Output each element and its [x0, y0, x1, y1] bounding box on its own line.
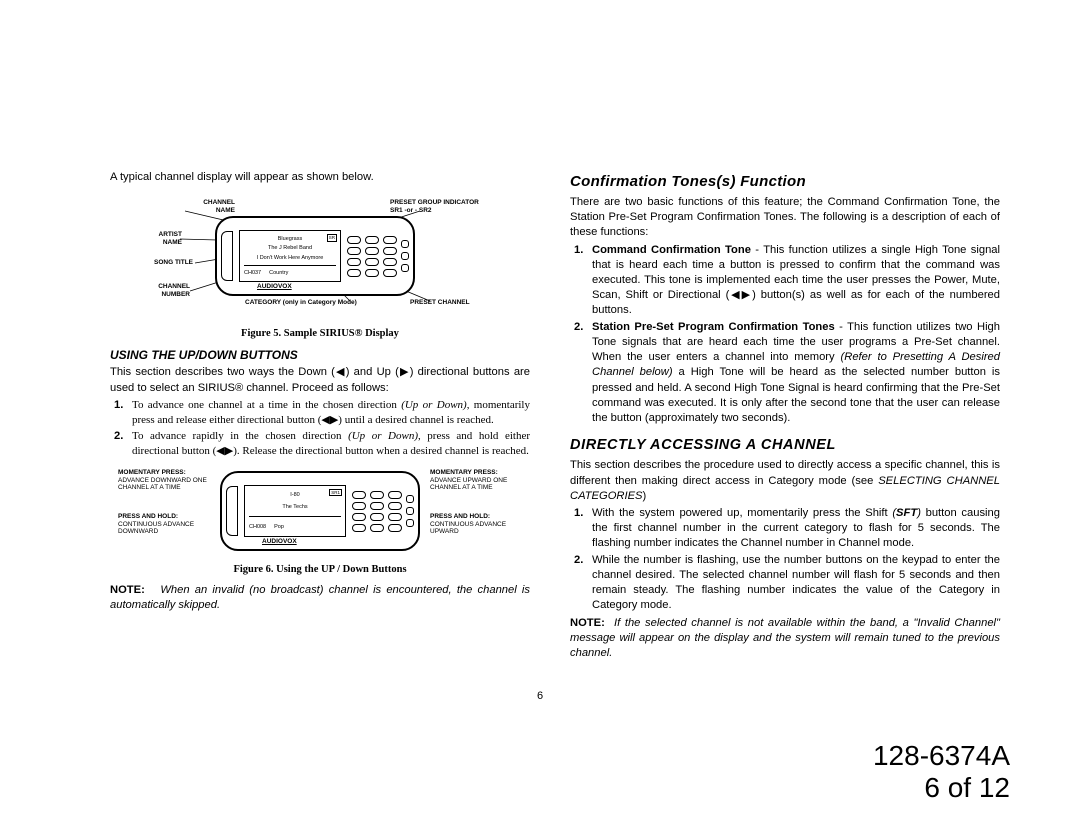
list-confirmation: 1.Command Confirmation Tone - This funct…: [570, 243, 1000, 426]
screen-line: The J Rebel Band: [244, 245, 336, 252]
screen-line: The Techs: [249, 504, 341, 511]
sr-badge: SR1: [329, 489, 342, 496]
page-of: 6 of 12: [873, 772, 1010, 804]
right-column: Confirmation Tones(s) Function There are…: [570, 170, 1000, 663]
screen-line: I Don't Work Here Anymore: [244, 255, 336, 262]
lbl: MOMENTARY PRESS:: [118, 469, 186, 476]
note-left: NOTE: When an invalid (no broadcast) cha…: [110, 583, 530, 613]
screen-ch: CH037: [244, 270, 261, 277]
section1-list: 1.To advance one channel at a time in th…: [110, 398, 530, 459]
screen-ch: CH008: [249, 524, 266, 531]
list-item: 2.To advance rapidly in the chosen direc…: [110, 429, 530, 459]
figure-6: MOMENTARY PRESS: ADVANCE DOWNWARD ONE CH…: [110, 465, 530, 557]
subheading-updown: USING THE UP/DOWN BUTTONS: [110, 347, 530, 363]
lbl: ADVANCE DOWNWARD ONE CHANNEL AT A TIME: [118, 477, 207, 491]
device-brand: AUDIOVOX: [262, 538, 297, 547]
footer: 128-6374A 6 of 12: [873, 740, 1010, 804]
list-item: 2.Station Pre-Set Program Confirmation T…: [570, 320, 1000, 426]
note-label: NOTE:: [110, 584, 145, 596]
screen-cat: Country: [269, 270, 288, 277]
list-direct-access: 1.With the system powered up, momentaril…: [570, 506, 1000, 614]
figure-5: CHANNELNAME PRESET GROUP INDICATORSR1 -o…: [110, 191, 530, 321]
note-label: NOTE:: [570, 617, 605, 629]
lbl: CONTINUOUS ADVANCE DOWNWARD: [118, 521, 194, 535]
para-direct-access: This section describes the procedure use…: [570, 458, 1000, 503]
note-text: When an invalid (no broadcast) channel i…: [110, 584, 530, 611]
heading-direct-access: DIRECTLY ACCESSING A CHANNEL: [570, 436, 1000, 456]
lbl: PRESS AND HOLD:: [118, 513, 178, 520]
intro-text: A typical channel display will appear as…: [110, 170, 530, 185]
note-text: If the selected channel is not available…: [570, 617, 1000, 659]
lbl: ADVANCE UPWARD ONE CHANNEL AT A TIME: [430, 477, 507, 491]
screen-line: Bluegrass: [244, 236, 336, 243]
para-confirmation: There are two basic functions of this fe…: [570, 195, 1000, 240]
lbl: MOMENTARY PRESS:: [430, 469, 498, 476]
list-item: 1.To advance one channel at a time in th…: [110, 398, 530, 428]
page-content: A typical channel display will appear as…: [0, 0, 1080, 663]
note-right: NOTE: If the selected channel is not ava…: [570, 616, 1000, 661]
lbl: PRESS AND HOLD:: [430, 513, 490, 520]
list-item: 2.While the number is flashing, use the …: [570, 553, 1000, 613]
figure-6-caption: Figure 6. Using the UP / Down Buttons: [110, 563, 530, 577]
list-item: 1.Command Confirmation Tone - This funct…: [570, 243, 1000, 319]
heading-confirmation: Confirmation Tones(s) Function: [570, 172, 1000, 192]
page-number: 6: [0, 690, 1080, 702]
section1-para: This section describes two ways the Down…: [110, 365, 530, 395]
doc-id: 128-6374A: [873, 740, 1010, 772]
device-brand: AUDIOVOX: [257, 283, 292, 292]
figure-5-caption: Figure 5. Sample SIRIUS® Display: [110, 327, 530, 341]
lbl: CONTINUOUS ADVANCE UPWARD: [430, 521, 506, 535]
sr-badge: SR: [327, 234, 337, 241]
text: ): [643, 490, 647, 502]
left-column: A typical channel display will appear as…: [110, 170, 530, 663]
screen-line: I-80: [249, 492, 341, 499]
list-item: 1.With the system powered up, momentaril…: [570, 506, 1000, 551]
screen-cat: Pop: [274, 524, 284, 531]
